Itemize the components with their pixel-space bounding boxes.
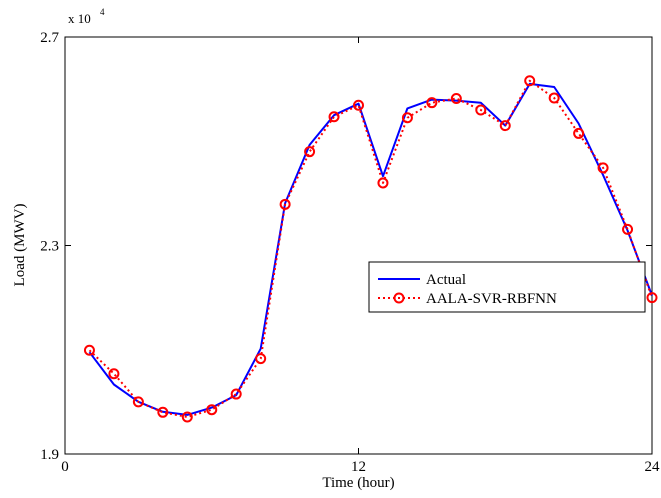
data-point-aala-svr-rbfnn <box>328 111 340 123</box>
y-exponent-power: 4 <box>100 7 105 17</box>
data-point-aala-svr-rbfnn <box>377 177 389 189</box>
data-point-aala-svr-rbfnn <box>646 292 658 304</box>
legend: Actual AALA-SVR-RBFNN <box>368 261 646 313</box>
data-point-aala-svr-rbfnn <box>353 99 364 111</box>
series-layer <box>83 75 658 423</box>
data-point-aala-svr-rbfnn <box>304 146 316 158</box>
data-point-aala-svr-rbfnn <box>573 127 585 139</box>
y-tick-label: 2.3 <box>40 239 59 255</box>
data-point-aala-svr-rbfnn <box>279 198 291 210</box>
x-tick-label: 12 <box>351 459 366 475</box>
data-point-aala-svr-rbfnn <box>622 223 634 235</box>
data-point-aala-svr-rbfnn <box>426 97 438 109</box>
data-point-aala-svr-rbfnn <box>230 388 242 400</box>
x-tick-label: 24 <box>645 459 661 475</box>
data-point-aala-svr-rbfnn <box>499 120 511 132</box>
data-point-aala-svr-rbfnn <box>132 396 144 408</box>
axis-ticks: 0 12 24 1.9 2.3 2.7 <box>40 30 660 475</box>
data-point-aala-svr-rbfnn <box>108 368 120 380</box>
legend-box <box>368 261 646 313</box>
x-tick-label: 0 <box>61 459 69 475</box>
x-axis-label: Time (hour) <box>322 475 394 491</box>
data-point-aala-svr-rbfnn <box>548 92 560 104</box>
data-point-aala-svr-rbfnn <box>83 344 95 356</box>
legend-aala-marker <box>393 292 405 304</box>
data-point-aala-svr-rbfnn <box>206 404 218 416</box>
y-exponent-base: x 10 <box>68 11 91 26</box>
y-tick-label: 1.9 <box>40 447 59 463</box>
y-tick-label: 2.7 <box>40 30 59 46</box>
legend-actual-label: Actual <box>426 272 466 288</box>
data-point-aala-svr-rbfnn <box>524 75 536 87</box>
legend-aala-label: AALA-SVR-RBFNN <box>426 291 557 307</box>
data-point-aala-svr-rbfnn <box>597 162 609 174</box>
plot-area <box>64 36 653 455</box>
data-point-aala-svr-rbfnn <box>157 406 169 418</box>
y-axis-label: Load (MWV) <box>12 204 28 287</box>
data-point-aala-svr-rbfnn <box>475 104 487 116</box>
data-point-aala-svr-rbfnn <box>450 93 462 105</box>
data-point-aala-svr-rbfnn <box>255 353 267 365</box>
data-point-aala-svr-rbfnn <box>401 112 413 124</box>
data-point-aala-svr-rbfnn <box>181 411 193 423</box>
